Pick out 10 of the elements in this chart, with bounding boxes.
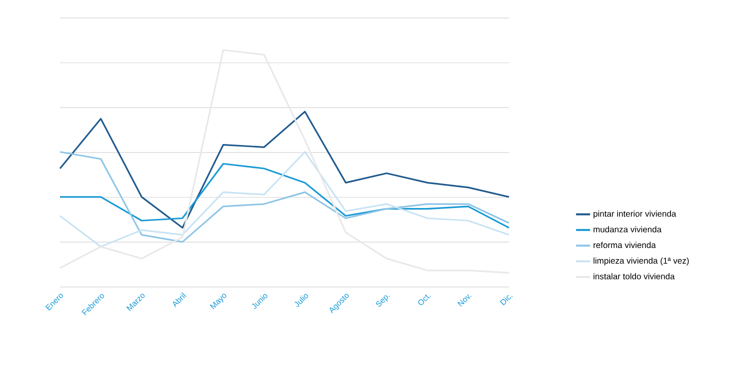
legend-label: instalar toldo vivienda [594,273,675,280]
x-tick-label: Oct. [418,294,431,306]
legend-label: mudanza vivienda [594,226,662,232]
legend-label: limpieza vivienda (1ª vez) [594,257,689,266]
x-tick-label: Julio [294,294,308,308]
x-tick-label: Sep. [376,295,390,307]
legend-label: reforma vivienda [594,242,656,248]
legend-label: pintar interior vivienda [594,210,676,218]
x-tick-label: Nov. [457,294,472,307]
x-tick-label: Dic. [500,295,513,306]
